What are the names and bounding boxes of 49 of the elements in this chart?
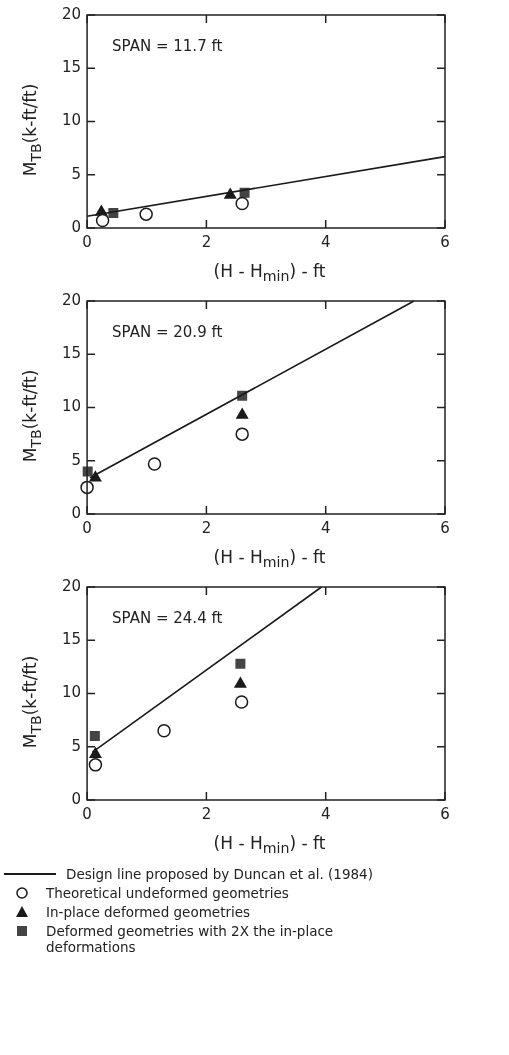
x-tick-label: 6 (440, 232, 450, 251)
point (235, 658, 246, 669)
legend-label: Theoretical undeformed geometries (46, 885, 290, 901)
y-tick-label: 15 (61, 630, 82, 649)
point (147, 457, 162, 471)
point (224, 188, 237, 199)
y-tick-label: 10 (61, 111, 82, 130)
point (88, 758, 103, 772)
y-tick-label: 15 (61, 344, 82, 363)
y-tick-label: 15 (61, 58, 82, 77)
x-tick-label: 4 (320, 518, 331, 537)
x-tick-label: 4 (320, 804, 331, 823)
y-tick-label: 10 (61, 683, 82, 702)
annotation: SPAN = 20.9 ft (112, 322, 223, 341)
point (235, 196, 249, 211)
point (234, 677, 247, 688)
point (139, 207, 153, 221)
y-tick-label: 20 (61, 290, 82, 309)
x-axis-title: (H - H$_{min}$) - ft (212, 260, 327, 286)
point (235, 427, 249, 441)
annotation: SPAN = 24.4 ft (112, 608, 223, 627)
point (236, 408, 249, 419)
legend-label: In-place deformed geometries (46, 904, 252, 920)
annotation: SPAN = 11.7 ft (112, 36, 223, 55)
x-tick-label: 2 (201, 518, 212, 537)
point (89, 731, 100, 742)
point (89, 471, 102, 482)
y-tick-label: 20 (61, 4, 82, 23)
x-tick-label: 2 (201, 804, 212, 823)
x-axis-title: (H - H$_{min}$) - ft (212, 546, 327, 572)
y-tick-label: 0 (71, 503, 82, 522)
y-tick-label: 5 (71, 164, 82, 183)
legend-label: Deformed geometries with 2X the in-place deformations (46, 923, 335, 955)
x-tick-label: 2 (201, 232, 212, 251)
y-tick-label: 10 (61, 397, 82, 416)
point (89, 747, 102, 758)
x-tick-label: 6 (440, 804, 450, 823)
point (234, 695, 249, 709)
y-tick-label: 5 (71, 450, 82, 469)
x-tick-label: 4 (320, 232, 331, 251)
point (95, 213, 110, 228)
y-tick-label: 0 (71, 217, 82, 236)
x-tick-label: 6 (440, 518, 450, 537)
y-tick-label: 0 (71, 789, 82, 808)
legend-label: Design line proposed by Duncan et al. (1984) (66, 866, 374, 882)
y-tick-label: 20 (61, 576, 82, 595)
x-axis-title: (H - H$_{min}$) - ft (212, 832, 327, 858)
y-tick-label: 5 (71, 736, 82, 755)
point (157, 724, 171, 738)
